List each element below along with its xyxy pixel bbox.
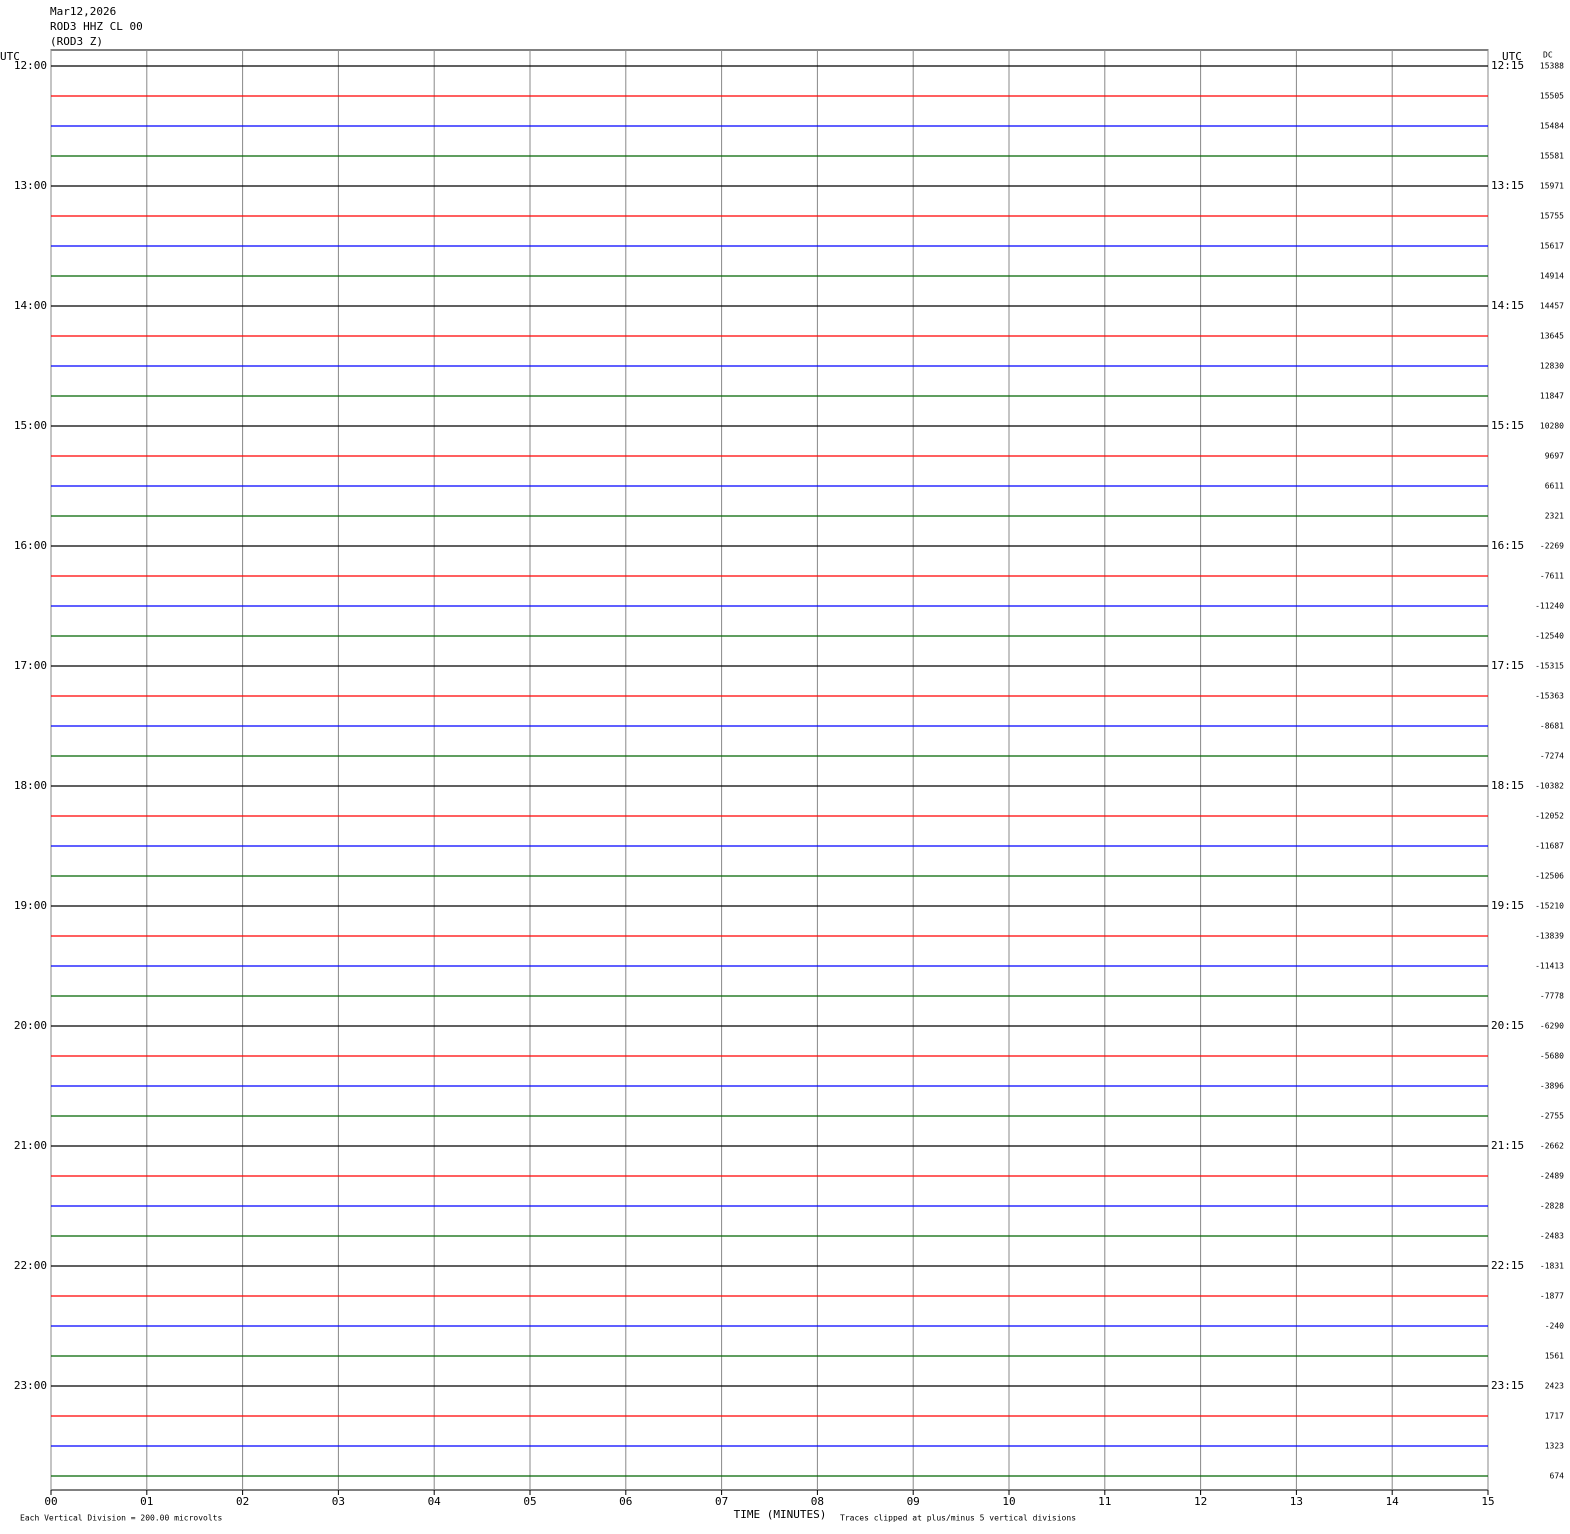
left-time-label: 22:00: [14, 1259, 47, 1272]
x-tick-label: 04: [428, 1495, 442, 1508]
dc-value: 13645: [1540, 332, 1564, 341]
right-time-label: 19:15: [1491, 899, 1524, 912]
dc-value: -10382: [1535, 782, 1564, 791]
x-tick-label: 01: [140, 1495, 153, 1508]
dc-value: 2321: [1545, 512, 1564, 521]
dc-value: -2662: [1540, 1142, 1564, 1151]
dc-value: 15617: [1540, 242, 1564, 251]
dc-value: 15484: [1540, 122, 1564, 131]
left-time-label: 21:00: [14, 1139, 47, 1152]
x-tick-label: 13: [1290, 1495, 1303, 1508]
x-axis-label: TIME (MINUTES): [734, 1508, 827, 1521]
left-time-label: 13:00: [14, 179, 47, 192]
dc-value: -7611: [1540, 572, 1564, 581]
x-tick-label: 02: [236, 1495, 249, 1508]
dc-value: -2483: [1540, 1232, 1564, 1241]
x-tick-label: 15: [1481, 1495, 1494, 1508]
dc-value: 14457: [1540, 302, 1564, 311]
dc-value: 15388: [1540, 62, 1564, 71]
left-time-label: 16:00: [14, 539, 47, 552]
clip-note: Traces clipped at plus/minus 5 vertical …: [840, 1514, 1076, 1523]
dc-value: 1717: [1545, 1412, 1564, 1421]
dc-value: -7778: [1540, 992, 1564, 1001]
dc-value: 14914: [1540, 272, 1564, 281]
x-tick-label: 09: [907, 1495, 920, 1508]
x-tick-label: 12: [1194, 1495, 1207, 1508]
dc-value: 9697: [1545, 452, 1564, 461]
left-time-label: 14:00: [14, 299, 47, 312]
dc-value: -2269: [1540, 542, 1564, 551]
x-tick-label: 03: [332, 1495, 345, 1508]
x-tick-label: 10: [1002, 1495, 1015, 1508]
dc-value: 1323: [1545, 1442, 1564, 1451]
right-time-label: 20:15: [1491, 1019, 1524, 1032]
dc-value: 15505: [1540, 92, 1564, 101]
dc-value: -12540: [1535, 632, 1564, 641]
dc-value: -5680: [1540, 1052, 1564, 1061]
dc-value: -15363: [1535, 692, 1564, 701]
left-time-label: 19:00: [14, 899, 47, 912]
dc-value: 12830: [1540, 362, 1564, 371]
plot-frame: [50, 49, 1489, 1491]
x-tick-label: 05: [523, 1495, 536, 1508]
title-line: (ROD3 Z): [50, 35, 103, 48]
right-time-label: 16:15: [1491, 539, 1524, 552]
left-time-label: 15:00: [14, 419, 47, 432]
x-tick-label: 08: [811, 1495, 824, 1508]
dc-value: -11687: [1535, 842, 1564, 851]
dc-value: -3896: [1540, 1082, 1564, 1091]
dc-value: -2489: [1540, 1172, 1564, 1181]
dc-value: 10280: [1540, 422, 1564, 431]
dc-value: -1877: [1540, 1292, 1564, 1301]
x-tick-label: 11: [1098, 1495, 1111, 1508]
right-axis-label: UTC: [1502, 50, 1522, 63]
x-tick-label: 14: [1386, 1495, 1400, 1508]
x-tick-label: 06: [619, 1495, 632, 1508]
dc-value: -6290: [1540, 1022, 1564, 1031]
dc-value: -1831: [1540, 1262, 1564, 1271]
dc-value: 2423: [1545, 1382, 1564, 1391]
dc-label: DC: [1543, 51, 1553, 60]
right-time-label: 18:15: [1491, 779, 1524, 792]
x-tick-label: 00: [44, 1495, 57, 1508]
right-time-label: 12:15: [1491, 59, 1524, 72]
dc-value: -2828: [1540, 1202, 1564, 1211]
dc-value: 15581: [1540, 152, 1564, 161]
left-axis-label: UTC: [0, 50, 20, 63]
left-time-label: 20:00: [14, 1019, 47, 1032]
dc-value: 15971: [1540, 182, 1564, 191]
left-time-label: 18:00: [14, 779, 47, 792]
title-line: Mar12,2026: [50, 5, 116, 18]
dc-value: -2755: [1540, 1112, 1564, 1121]
right-time-label: 14:15: [1491, 299, 1524, 312]
dc-value: -12052: [1535, 812, 1564, 821]
dc-value: -13839: [1535, 932, 1564, 941]
left-time-label: 17:00: [14, 659, 47, 672]
dc-value: 11847: [1540, 392, 1564, 401]
right-time-label: 22:15: [1491, 1259, 1524, 1272]
right-time-label: 15:15: [1491, 419, 1524, 432]
right-time-label: 17:15: [1491, 659, 1524, 672]
left-time-label: 12:00: [14, 59, 47, 72]
right-time-label: 21:15: [1491, 1139, 1524, 1152]
dc-value: 6611: [1545, 482, 1564, 491]
x-tick-label: 07: [715, 1495, 728, 1508]
right-time-label: 23:15: [1491, 1379, 1524, 1392]
dc-value: -11413: [1535, 962, 1564, 971]
left-time-label: 23:00: [14, 1379, 47, 1392]
dc-value: -11240: [1535, 602, 1564, 611]
dc-value: -8681: [1540, 722, 1564, 731]
dc-value: -240: [1545, 1322, 1564, 1331]
dc-value: 1561: [1545, 1352, 1564, 1361]
dc-value: -15315: [1535, 662, 1564, 671]
title-line: ROD3 HHZ CL 00: [50, 20, 143, 33]
dc-value: -7274: [1540, 752, 1564, 761]
dc-value: -15210: [1535, 902, 1564, 911]
dc-value: -12506: [1535, 872, 1564, 881]
right-time-label: 13:15: [1491, 179, 1524, 192]
scale-note: Each Vertical Division = 200.00 microvol…: [20, 1514, 222, 1523]
dc-value: 15755: [1540, 212, 1564, 221]
dc-value: 674: [1550, 1472, 1565, 1481]
